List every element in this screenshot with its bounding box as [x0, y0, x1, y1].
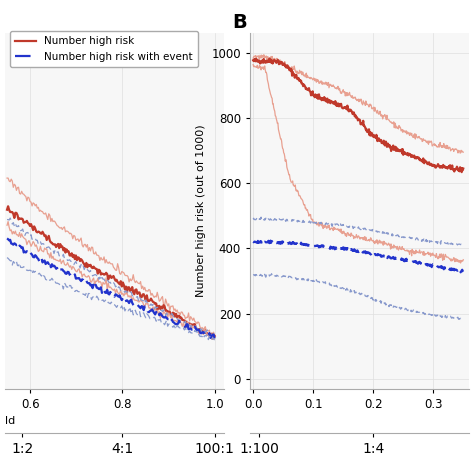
Y-axis label: Number high risk (out of 1000): Number high risk (out of 1000) — [196, 125, 206, 297]
Text: B: B — [233, 13, 247, 32]
Legend: Number high risk, Number high risk with event: Number high risk, Number high risk with … — [10, 31, 198, 67]
Text: ld: ld — [5, 416, 15, 426]
